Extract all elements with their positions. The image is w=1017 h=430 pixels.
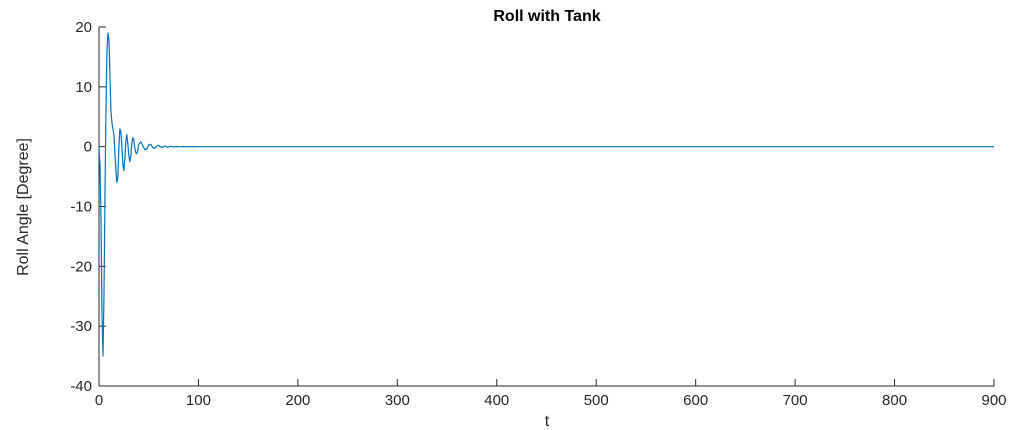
y-tick-label: -10 [70, 199, 92, 216]
x-tick-label: 600 [683, 392, 708, 409]
x-tick-label: 400 [484, 392, 509, 409]
y-tick-label: 10 [75, 79, 92, 96]
y-tick-label: 20 [75, 19, 92, 36]
axes [98, 27, 994, 387]
ticks: 0 100 200 300 400 500 600 700 800 900-40-30-20-10… [70, 19, 1006, 409]
x-tick-label: 500 [584, 392, 609, 409]
chart-title: Roll with Tank [493, 8, 600, 25]
x-tick-label: 100 [186, 392, 211, 409]
x-tick-label: 300 [385, 392, 410, 409]
x-tick-label: 800 [882, 392, 907, 409]
y-tick-label: -40 [70, 378, 92, 395]
y-tick-label: -30 [70, 318, 92, 335]
x-tick-label: 200 [285, 392, 310, 409]
x-tick-label: 0 [95, 392, 103, 409]
series [98, 32, 994, 357]
y-tick-label: 0 [84, 139, 92, 156]
x-tick-label: 700 [783, 392, 808, 409]
x-tick-label: 900 [981, 392, 1006, 409]
y-tick-label: -20 [70, 258, 92, 275]
series-line [98, 32, 994, 357]
y-axis-label: Roll Angle [Degree] [15, 138, 32, 276]
x-axis-label: t [545, 413, 550, 430]
